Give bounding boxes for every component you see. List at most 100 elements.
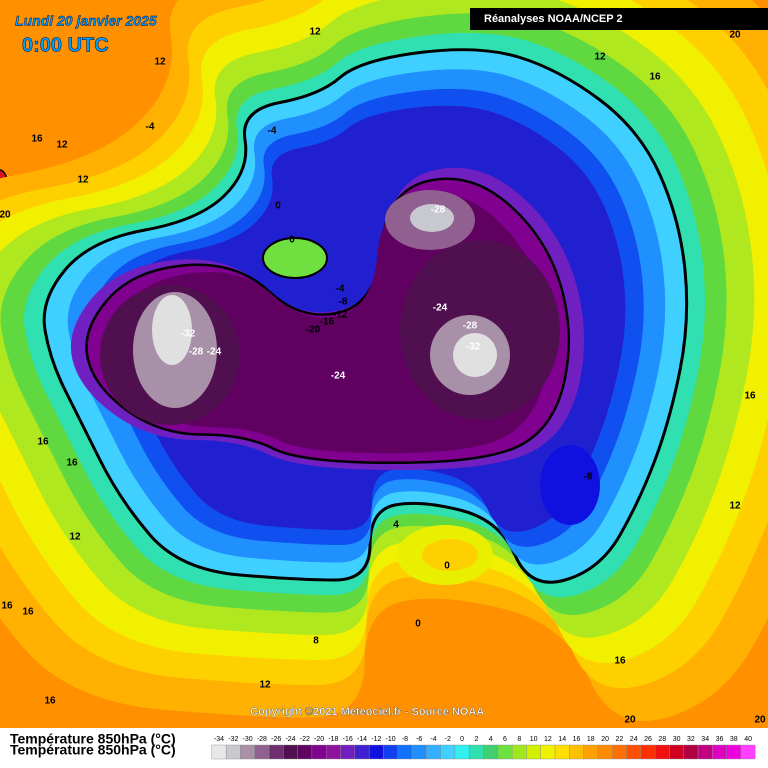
contour-labels: 12 20 12 16 12 -4 -4 16 12 12 0 0 -28 20 -4 -8 -12-16-20…: [0, 27, 766, 726]
contour-label: 12: [77, 175, 89, 186]
legend-label: -24: [285, 736, 295, 743]
legend-swatch: [740, 744, 756, 760]
contour-label: 16: [649, 72, 661, 83]
legend-label: 4: [489, 736, 493, 743]
legend-swatch: [268, 744, 284, 760]
contour-label: -32: [181, 329, 196, 340]
legend-swatch: [283, 744, 298, 760]
legend-label: 10: [530, 736, 538, 743]
contour-label: 12: [594, 52, 606, 63]
contour-label: -28: [189, 347, 204, 358]
legend-label: -32: [228, 736, 238, 743]
europe-core: [422, 539, 478, 571]
contour-label: 16: [1, 601, 13, 612]
contour-label: 12: [259, 680, 271, 691]
legend-swatch: [540, 744, 556, 760]
source-box: [470, 8, 768, 30]
legend-swatch: [712, 744, 727, 760]
legend-swatch: [483, 744, 499, 760]
contour-label: 16: [66, 458, 78, 469]
legend-label: 0: [460, 736, 464, 743]
legend-label: 28: [658, 736, 666, 743]
cold-core: [410, 204, 454, 232]
contour-label: 12: [309, 27, 321, 38]
legend-label: 40: [744, 736, 752, 743]
legend-label: 2: [474, 736, 478, 743]
contour-label: 20: [624, 715, 636, 726]
legend-swatch: [240, 744, 255, 760]
legend-label: 26: [644, 736, 652, 743]
contour-label: -12: [333, 310, 348, 321]
legend-swatch: [654, 744, 670, 760]
contour-label: -24: [331, 371, 346, 382]
legend-swatch: [211, 744, 227, 760]
legend-label: -20: [314, 736, 324, 743]
contour-label: 16: [31, 134, 43, 145]
cold-pool: [540, 445, 600, 525]
contour-label: 12: [69, 532, 81, 543]
legend-swatch: [440, 744, 456, 760]
legend-swatch: [354, 744, 370, 760]
legend-label: -18: [328, 736, 338, 743]
legend-swatch: [554, 744, 570, 760]
contour-label: -24: [207, 347, 222, 358]
contour-label: 16: [614, 656, 626, 667]
legend-swatch: [640, 744, 656, 760]
legend-label: -6: [416, 736, 422, 743]
contour-label: -4: [146, 122, 155, 133]
legend-swatch: [311, 744, 327, 760]
legend-label: -4: [430, 736, 436, 743]
legend-label: -28: [257, 736, 267, 743]
warm-hole: [262, 237, 328, 279]
legend-swatch: [511, 744, 527, 760]
legend-label: 22: [616, 736, 624, 743]
legend-swatch: [254, 744, 270, 760]
contour-label: 16: [744, 391, 756, 402]
legend-label: 18: [587, 736, 595, 743]
legend-swatch: [626, 744, 642, 760]
legend-label: 12: [544, 736, 552, 743]
legend-swatch: [497, 744, 513, 760]
legend-swatch: [697, 744, 713, 760]
cold-core: [152, 295, 192, 365]
contour-label: -8: [584, 472, 593, 483]
contour-label: -4: [268, 126, 277, 137]
copyright: Copyright ©2021 Meteociel.fr - Source NO…: [250, 706, 484, 718]
legend-swatch: [583, 744, 599, 760]
contour-label: 12: [154, 57, 166, 68]
contour-label: -32: [466, 342, 481, 353]
contour-label: 20: [0, 210, 11, 221]
legend-label: -2: [445, 736, 451, 743]
legend-swatch: [683, 744, 699, 760]
legend-label: -8: [402, 736, 408, 743]
contour-label: 16: [44, 696, 56, 707]
legend-label: 30: [673, 736, 681, 743]
contour-label: -20: [306, 325, 321, 336]
legend-swatch: [526, 744, 541, 760]
legend-swatch: [411, 744, 427, 760]
contour-label: 16: [37, 437, 49, 448]
legend-label: 32: [687, 736, 695, 743]
legend-swatch: [669, 744, 684, 760]
legend-label: 6: [503, 736, 507, 743]
legend-swatch: [326, 744, 341, 760]
legend-swatch: [368, 744, 384, 760]
contour-label: 16: [22, 607, 34, 618]
contour-label: -24: [433, 303, 448, 314]
legend-label: 14: [558, 736, 566, 743]
legend-label: -22: [300, 736, 310, 743]
contour-label: -8: [339, 297, 348, 308]
legend-label: 24: [630, 736, 638, 743]
legend-swatch: [297, 744, 313, 760]
legend-label: -12: [371, 736, 381, 743]
legend-swatch: [383, 744, 398, 760]
legend-label: 34: [701, 736, 709, 743]
legend-label: -30: [243, 736, 253, 743]
contour-label: 0: [415, 619, 421, 630]
legend-label: -16: [343, 736, 353, 743]
legend-swatch: [454, 744, 470, 760]
contour-label: 0: [275, 201, 281, 212]
legend-label: -14: [357, 736, 367, 743]
